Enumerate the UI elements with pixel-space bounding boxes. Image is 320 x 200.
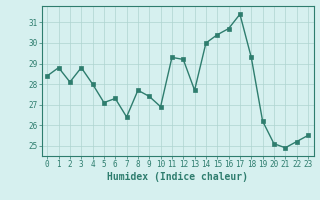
X-axis label: Humidex (Indice chaleur): Humidex (Indice chaleur) [107,172,248,182]
